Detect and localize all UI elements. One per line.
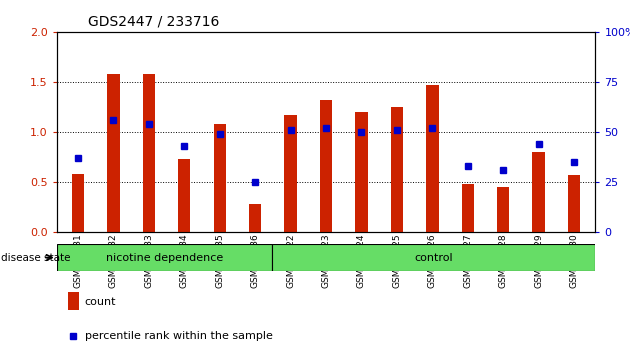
Text: disease state: disease state (1, 253, 71, 263)
Bar (107, 74, 120, 232)
Bar (462, 184, 474, 232)
Bar (57, 244, 272, 271)
Bar (320, 100, 332, 232)
Bar (355, 112, 368, 232)
Bar (391, 107, 403, 232)
Bar (284, 115, 297, 232)
Text: nicotine dependence: nicotine dependence (106, 252, 223, 263)
Bar (67, 292, 79, 310)
Text: count: count (85, 297, 117, 307)
Bar (426, 85, 438, 232)
Text: percentile rank within the sample: percentile rank within the sample (85, 331, 273, 341)
Text: control: control (415, 252, 453, 263)
Bar (72, 174, 84, 232)
Text: GDS2447 / 233716: GDS2447 / 233716 (88, 14, 220, 28)
Bar (214, 124, 226, 232)
Bar (142, 74, 155, 232)
Bar (272, 244, 595, 271)
Bar (497, 187, 510, 232)
Bar (532, 152, 545, 232)
Bar (178, 159, 190, 232)
Bar (568, 175, 580, 232)
Bar (249, 204, 261, 232)
